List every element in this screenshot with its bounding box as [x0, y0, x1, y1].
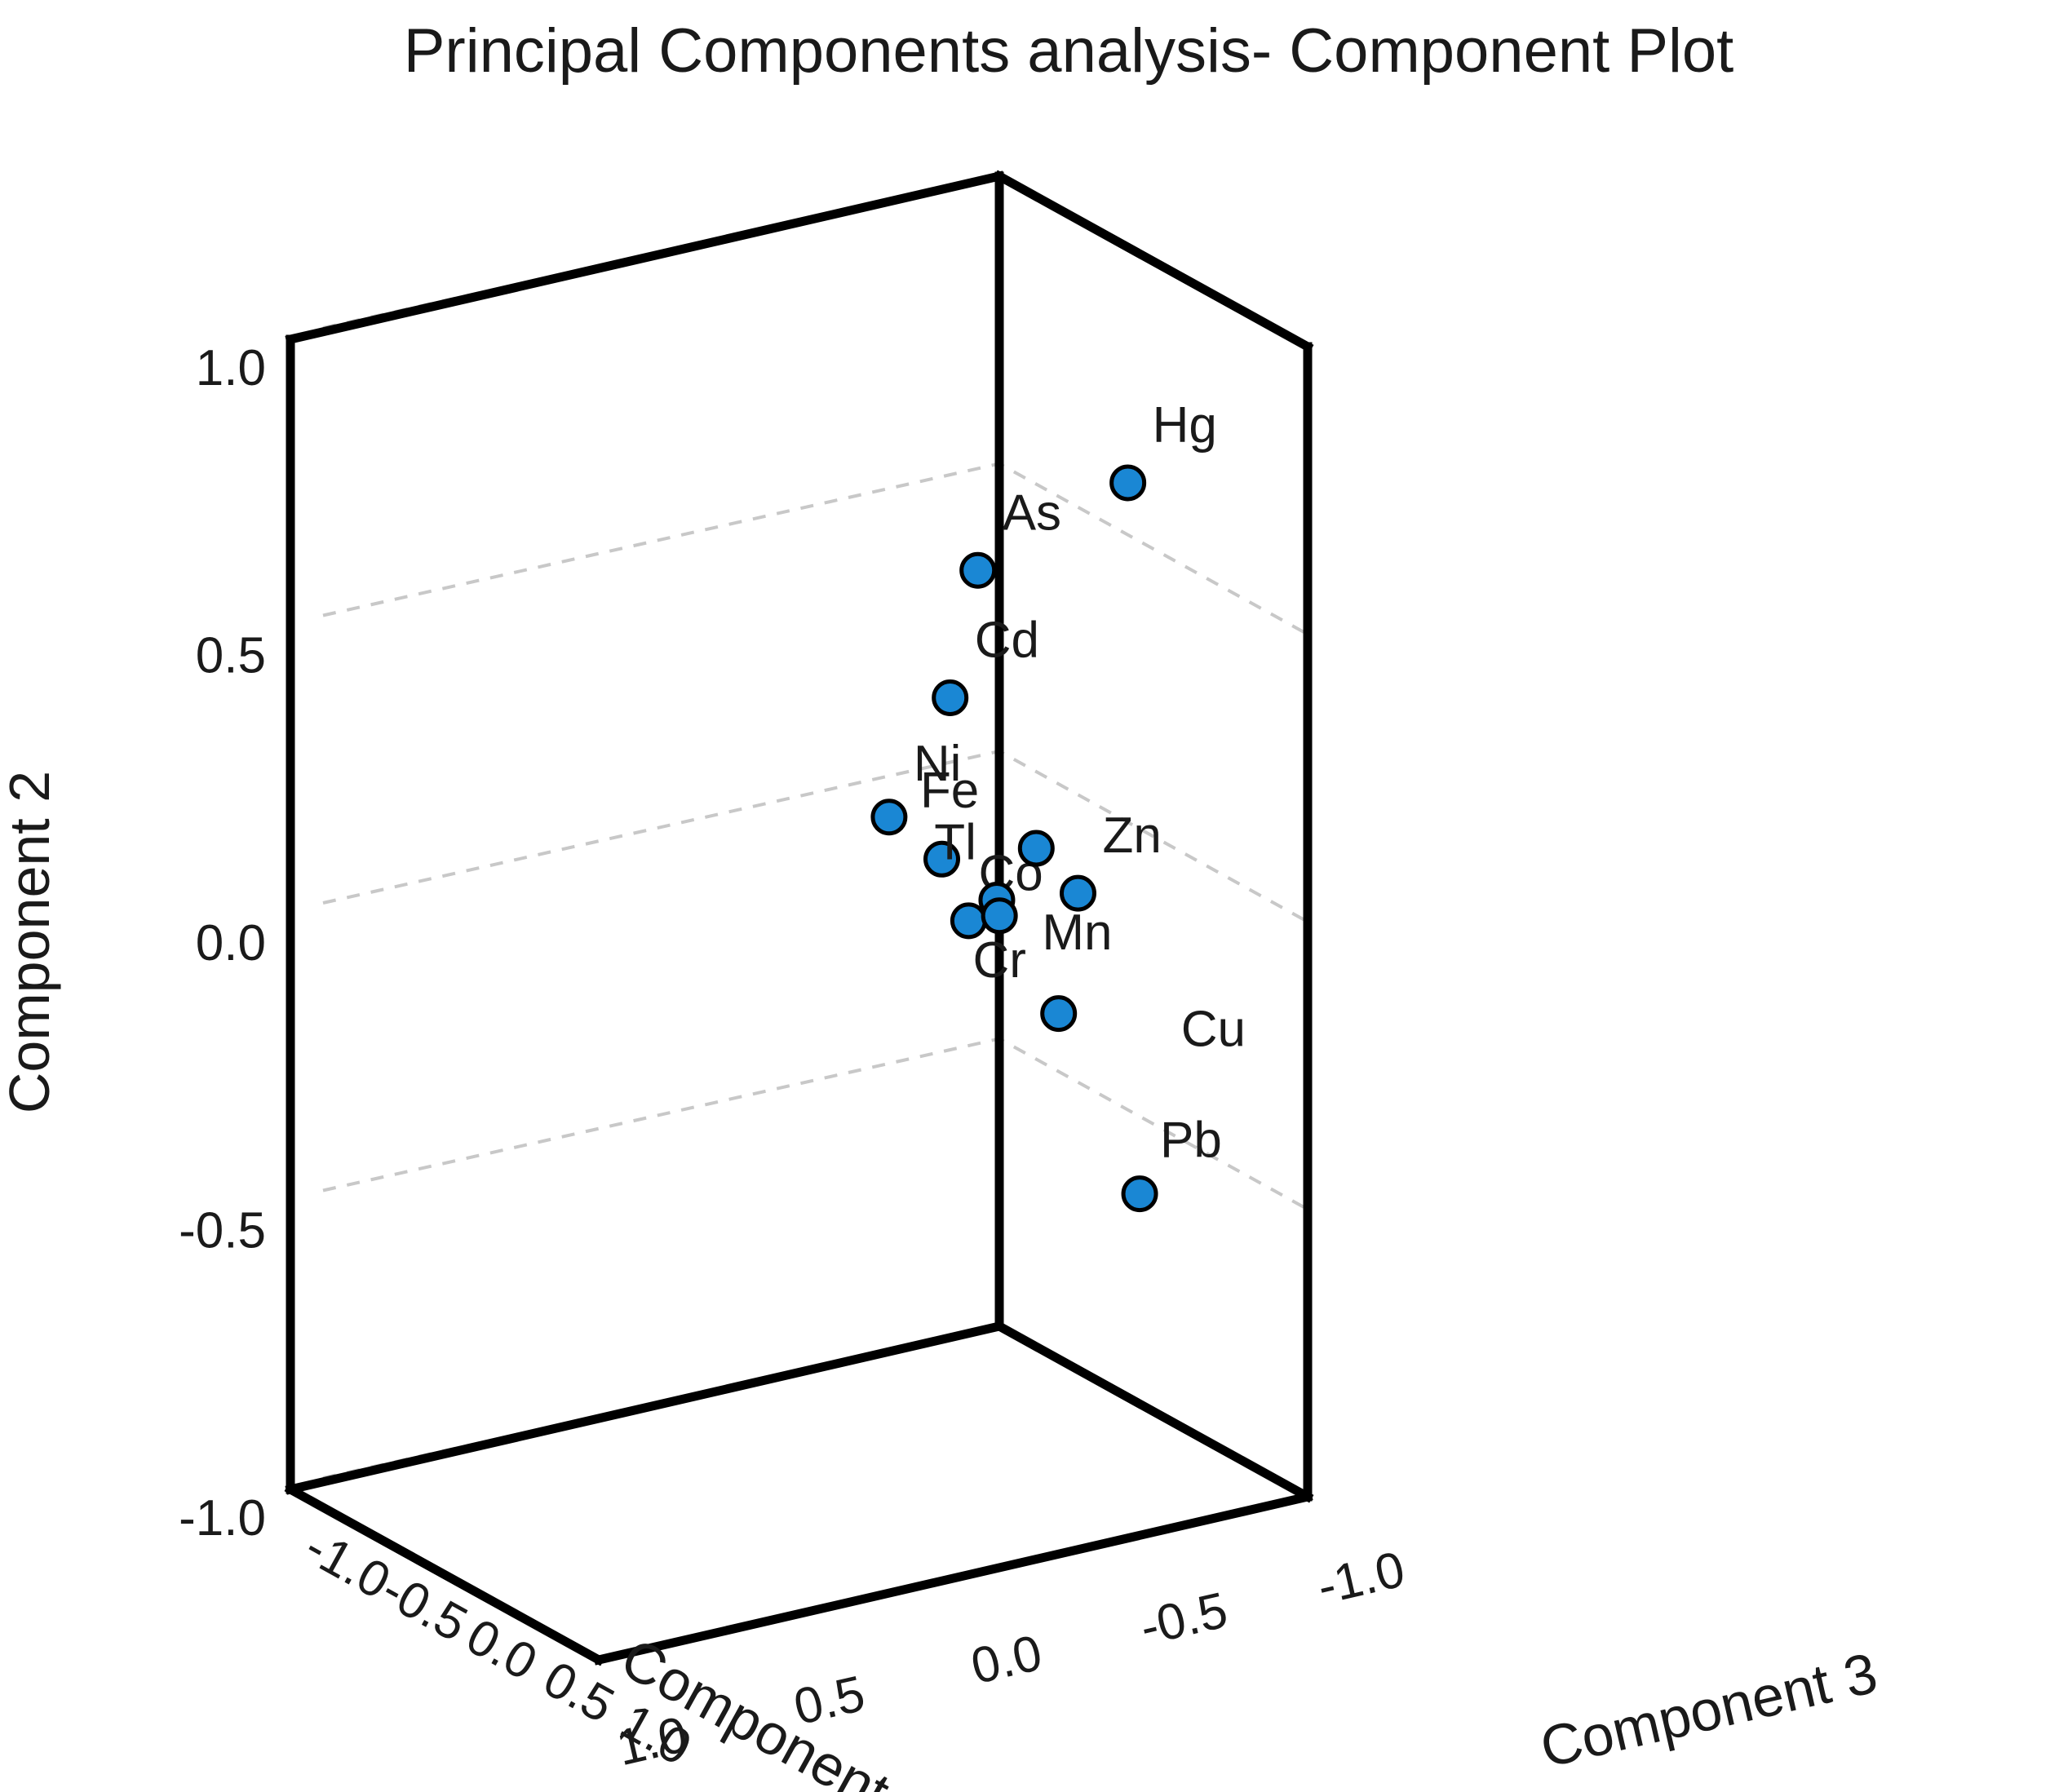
frame-floor-right — [593, 1491, 1313, 1666]
z-tick-label: -0.5 — [1135, 1582, 1233, 1656]
point-cd — [932, 679, 969, 716]
point-cr — [981, 897, 1018, 935]
point-label-mn: Mn — [1042, 905, 1112, 961]
point-label-cr: Cr — [972, 932, 1025, 989]
point-label-pb: Pb — [1160, 1113, 1222, 1169]
frame-floor-left — [284, 1483, 605, 1666]
x-tick-label: 0.5 — [534, 1651, 623, 1734]
point-label-tl: Tl — [934, 815, 976, 871]
point-as — [959, 551, 997, 589]
point-zn — [1059, 874, 1096, 912]
point-label-ni: Ni — [914, 736, 962, 792]
point-label-hg: Hg — [1153, 397, 1217, 454]
point-label-cd: Cd — [975, 612, 1039, 668]
y-tick-label: 1.0 — [196, 340, 266, 396]
frame-top-right — [993, 170, 1314, 353]
point-hg — [1109, 464, 1147, 502]
gridline-y-3 — [322, 462, 1308, 636]
z-axis-label: Component 3 — [1534, 1640, 1883, 1779]
chart-title: Principal Components analysis- Component… — [404, 16, 1734, 86]
point-pb — [1121, 1175, 1158, 1213]
point-cu — [1040, 995, 1078, 1033]
point-label-zn: Zn — [1102, 808, 1161, 864]
frame-bottom-back-right — [993, 1320, 1314, 1503]
z-tick-label: -1.0 — [1313, 1541, 1410, 1615]
y-axis-label: Component 2 — [0, 771, 61, 1113]
point-co — [923, 840, 961, 878]
point-label-as: As — [1003, 485, 1061, 541]
point-label-cu: Cu — [1181, 1002, 1246, 1058]
point-ni — [870, 799, 908, 836]
point-label-fe: Fe — [920, 763, 979, 819]
z-tick-label: 0.0 — [966, 1625, 1047, 1696]
y-tick-label: -1.0 — [179, 1490, 266, 1546]
axis-ticks: -1.0-0.50.00.51.0-1.0-0.50.00.51.01.00.5… — [179, 340, 1410, 1777]
point-fe — [1017, 830, 1055, 867]
y-tick-label: 0.5 — [196, 628, 266, 684]
frame-bottom-back-left — [285, 1321, 1005, 1495]
plot-box-frame — [284, 170, 1314, 1666]
y-tick-label: 0.0 — [196, 915, 266, 971]
frame-top-left — [285, 170, 1005, 345]
y-tick-label: -0.5 — [179, 1203, 266, 1259]
